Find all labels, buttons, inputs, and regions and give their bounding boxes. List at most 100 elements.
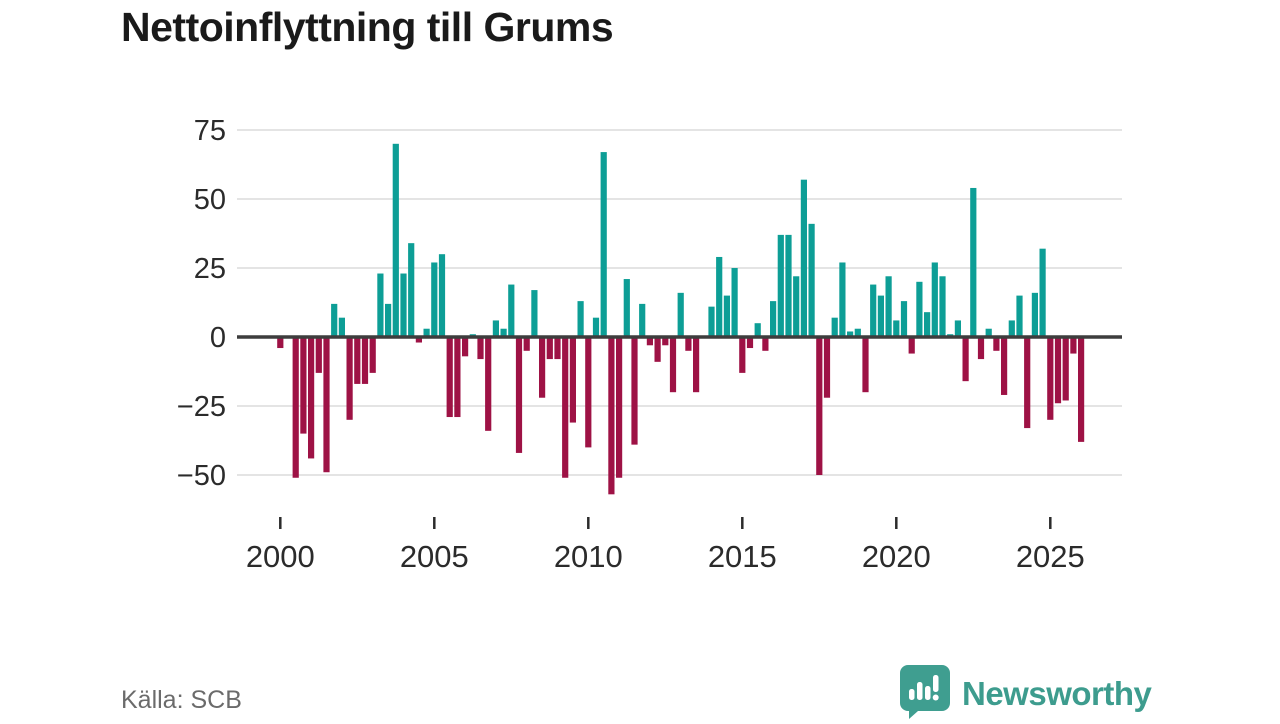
bar-2015K1 <box>739 337 746 373</box>
bar-2006K4 <box>485 337 492 431</box>
bar-2005K3 <box>446 337 453 418</box>
bar-2004K4 <box>423 328 430 337</box>
x-tick-label: 2015 <box>708 539 777 574</box>
bar-2012K3 <box>662 337 669 346</box>
bar-2011K2 <box>623 279 630 337</box>
bar-2020K1 <box>893 320 900 337</box>
bar-2002K3 <box>354 337 361 384</box>
bar-2023K2 <box>993 337 1000 351</box>
x-tick-label: 2010 <box>554 539 623 574</box>
bar-2004K1 <box>400 273 407 337</box>
y-tick-label: 0 <box>210 322 226 354</box>
bar-2007K3 <box>508 284 515 337</box>
x-tick-label: 2000 <box>246 539 315 574</box>
bar-2002K2 <box>346 337 353 420</box>
bar-2008K4 <box>546 337 553 360</box>
bar-2018K2 <box>839 262 846 337</box>
bar-2000K3 <box>292 337 299 478</box>
bar-2024K4 <box>1039 248 1046 337</box>
bar-2004K2 <box>408 243 415 337</box>
bar-2009K4 <box>577 301 584 337</box>
bar-2018K3 <box>847 331 854 337</box>
bar-2002K4 <box>361 337 369 384</box>
bar-2003K1 <box>369 337 376 373</box>
x-tick-label: 2020 <box>862 539 931 574</box>
bar-2014K2 <box>716 256 723 337</box>
bar-2001K3 <box>323 337 330 473</box>
bar-2007K2 <box>500 328 507 337</box>
bar-2023K3 <box>1001 337 1008 395</box>
bar-2026K1 <box>1078 337 1085 442</box>
bar-2017K3 <box>816 337 823 475</box>
y-tick-label: 25 <box>194 253 226 285</box>
bar-2013K3 <box>693 337 700 393</box>
bar-2001K2 <box>315 337 322 373</box>
bar-2024K2 <box>1024 337 1031 429</box>
bar-2019K1 <box>862 337 869 393</box>
bar-2022K1 <box>954 320 961 337</box>
bar-2009K3 <box>569 337 576 423</box>
bar-2022K2 <box>962 337 969 382</box>
bar-2017K2 <box>808 223 815 337</box>
bar-2017K1 <box>800 179 807 337</box>
bar-2016K4 <box>793 276 800 337</box>
bar-2020K4 <box>916 281 923 337</box>
source-caption: Källa: SCB <box>121 686 242 714</box>
y-tick-label: −50 <box>177 460 226 492</box>
bar-2016K2 <box>777 234 784 337</box>
bar-2025K4 <box>1070 337 1077 354</box>
bar-2001K1 <box>308 337 315 459</box>
newsworthy-brand-text: Newsworthy <box>962 674 1152 712</box>
bar-2017K4 <box>823 337 831 398</box>
bar-2024K1 <box>1016 295 1023 337</box>
bar-2003K4 <box>392 143 399 337</box>
bar-2011K4 <box>639 303 646 337</box>
bar-2019K3 <box>877 295 884 337</box>
bar-2015K2 <box>746 337 754 349</box>
bar-2013K1 <box>677 292 684 337</box>
bar-2016K3 <box>785 234 792 337</box>
bar-2010K3 <box>600 152 607 337</box>
bar-2013K2 <box>685 337 692 351</box>
bar-2003K2 <box>377 273 384 337</box>
bar-2005K1 <box>431 262 438 337</box>
bar-2019K2 <box>870 284 877 337</box>
bar-2014K1 <box>708 306 715 337</box>
bar-2011K3 <box>631 337 638 445</box>
bar-2007K1 <box>492 320 499 337</box>
x-tick-label: 2005 <box>400 539 469 574</box>
bar-2011K1 <box>616 337 623 478</box>
bar-2018K1 <box>831 317 838 337</box>
bar-2009K2 <box>562 337 569 478</box>
bar-2001K4 <box>331 303 338 337</box>
bar-2006K1 <box>462 337 469 357</box>
bar-2024K3 <box>1031 292 1038 337</box>
bar-2014K3 <box>723 295 730 337</box>
bar-2019K4 <box>885 276 892 337</box>
bar-2009K1 <box>554 337 561 360</box>
newsworthy-logo-icon <box>898 663 950 724</box>
bar-2005K4 <box>454 337 461 418</box>
bar-2016K1 <box>770 301 777 337</box>
bar-2022K3 <box>970 187 977 337</box>
x-tick-label: 2025 <box>1016 539 1085 574</box>
bar-2021K1 <box>924 312 931 337</box>
bar-2008K3 <box>539 337 546 398</box>
migration-bar-chart: 75 50 25 0 −25 −50 2000 2005 2010 2015 2020 2025 <box>177 115 1122 574</box>
bar-2000K1 <box>277 337 284 349</box>
bar-2002K1 <box>338 317 345 337</box>
bar-2023K1 <box>985 328 992 337</box>
bar-2006K3 <box>477 337 484 360</box>
bar-2021K2 <box>931 262 938 337</box>
newsworthy-branding: Newsworthy <box>898 663 1152 724</box>
bar-2020K2 <box>900 301 908 337</box>
y-tick-label: 75 <box>194 115 226 147</box>
bar-2018K4 <box>854 328 861 337</box>
bar-2014K4 <box>731 268 738 337</box>
bar-2022K4 <box>977 337 985 360</box>
bar-2025K3 <box>1062 337 1069 401</box>
bar-2015K4 <box>762 337 769 351</box>
bar-2023K4 <box>1008 320 1015 337</box>
bar-2025K2 <box>1054 337 1062 404</box>
bar-2012K1 <box>646 337 653 346</box>
